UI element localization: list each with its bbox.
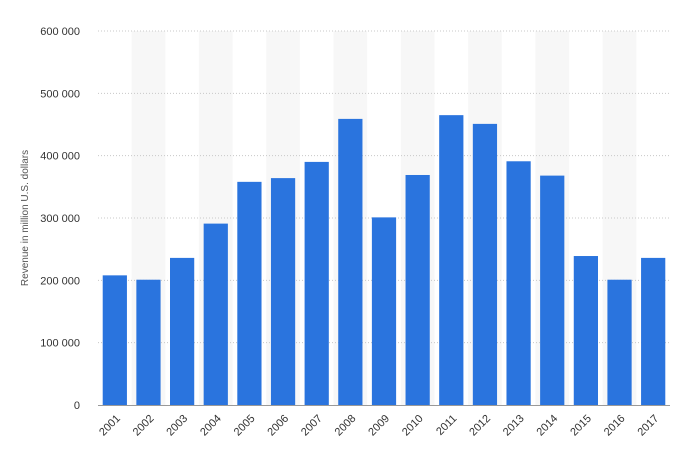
x-tick-label: 2010: [400, 413, 426, 439]
x-tick-label: 2016: [602, 413, 628, 439]
x-tick-label: 2013: [501, 413, 527, 439]
y-tick-label: 400 000: [40, 151, 80, 163]
y-tick-label: 100 000: [40, 338, 80, 350]
y-tick-label: 200 000: [40, 275, 80, 287]
bar-2008: [338, 118, 363, 405]
bar-2016: [607, 279, 632, 405]
bar-2005: [237, 181, 262, 405]
x-tick-label: 2007: [299, 413, 325, 439]
x-tick-label: 2003: [164, 413, 190, 439]
x-tick-label: 2017: [635, 413, 661, 439]
bar-2002: [136, 279, 161, 405]
x-tick-label: 2011: [434, 413, 459, 438]
x-tick-label: 2005: [232, 413, 258, 439]
x-tick-label: 2008: [333, 413, 359, 439]
x-tick-label: 2015: [568, 413, 594, 439]
bar-2010: [405, 174, 430, 405]
y-axis-title: Revenue in million U.S. dollars: [20, 150, 31, 286]
bar-2017: [641, 257, 666, 405]
bars: [102, 115, 666, 406]
bar-2015: [573, 256, 598, 405]
bar-2004: [203, 223, 228, 405]
bar-2003: [170, 257, 195, 405]
y-tick-labels: 0 100 000 200 000 300 000 400 000 500 000 600 …: [40, 26, 80, 412]
bar-2009: [371, 217, 397, 405]
x-tick-label: 2009: [366, 413, 392, 439]
bar-2014: [540, 175, 565, 405]
x-tick-label: 2001: [97, 413, 123, 439]
y-tick-label: 500 000: [40, 88, 80, 100]
y-tick-label: 600 000: [40, 26, 80, 38]
x-tick-label: 2004: [198, 413, 224, 439]
bar-2001: [102, 275, 127, 405]
x-tick-label: 2006: [265, 413, 291, 439]
x-tick-labels: 2001 2002 2003 2004 2005 2006 2007 2008 2009 2010…: [97, 413, 661, 439]
x-tick-label: 2012: [467, 413, 493, 439]
y-tick-label: 300 000: [40, 213, 80, 225]
bar-2012: [472, 123, 498, 406]
x-tick-label: 2014: [535, 413, 561, 439]
bar-2013: [506, 161, 531, 405]
bar-2006: [270, 178, 296, 405]
y-tick-label: 0: [74, 400, 80, 412]
bar-2011: [439, 115, 464, 406]
x-tick-label: 2002: [131, 413, 157, 439]
bar-2007: [304, 161, 329, 405]
